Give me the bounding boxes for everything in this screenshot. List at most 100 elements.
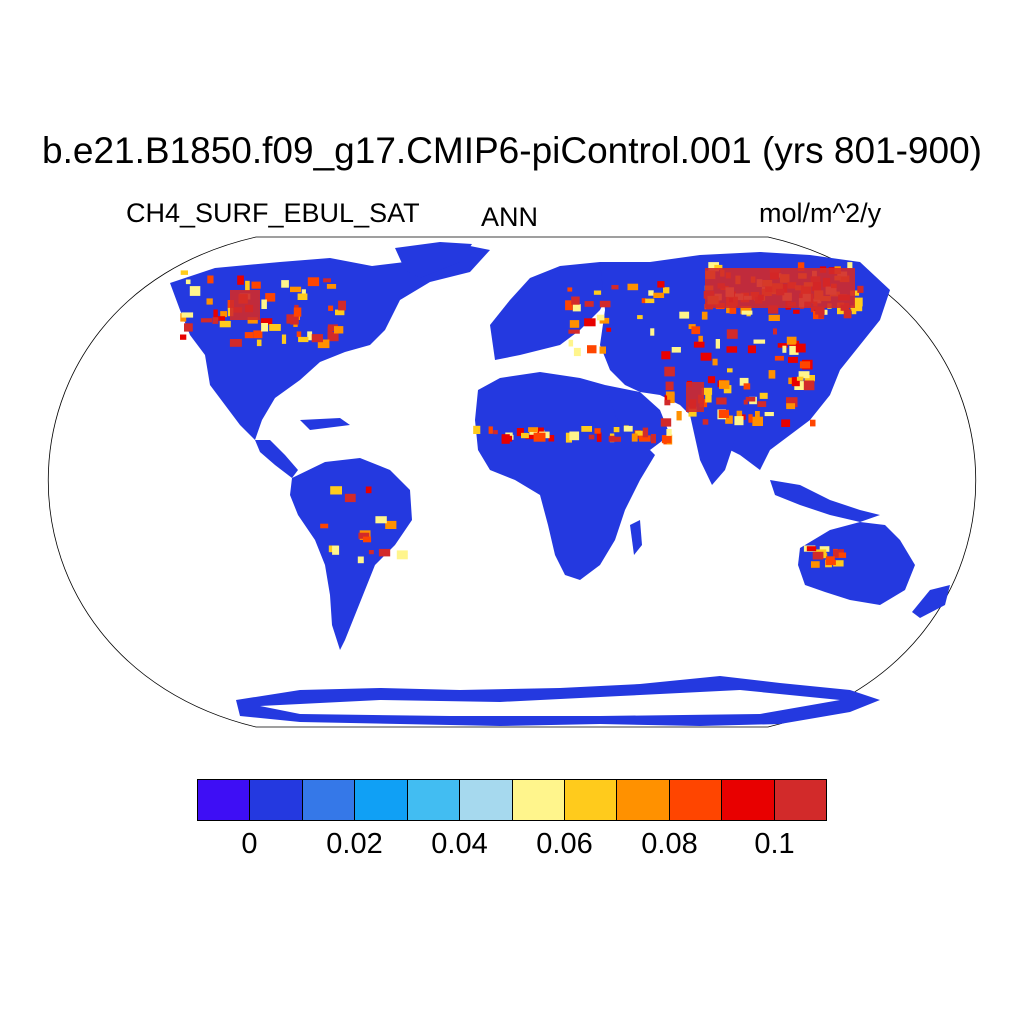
hotspot-cell (799, 361, 811, 369)
hotspot-cell (663, 287, 670, 294)
colorbar-tick-label: 0.06 (536, 828, 593, 860)
hotspot-cell (811, 561, 820, 568)
hotspot-cell (521, 432, 529, 439)
hotspot-cell (493, 430, 498, 435)
hotspot-cell (743, 399, 748, 405)
hotspot-cell (571, 296, 580, 305)
hotspot-cell (569, 431, 580, 441)
hotspot-cell (328, 305, 334, 311)
hotspot-cell (588, 434, 595, 440)
europe (490, 262, 620, 360)
hotspot-cell (729, 303, 737, 314)
hotspot-cell (535, 427, 544, 436)
hotspot-cell (819, 546, 830, 552)
hotspot-cell (251, 281, 261, 289)
hotspot-cell (702, 419, 709, 425)
hotspot-cell (396, 550, 408, 560)
hotspot-cell (736, 410, 743, 421)
hotspot-cell (851, 309, 857, 315)
colorbar-box (669, 780, 723, 820)
hotspot-cell (610, 436, 621, 442)
hotspot-cell (599, 346, 606, 354)
hotspot-cell (797, 262, 805, 271)
hotspot-cell (180, 270, 188, 275)
hotspot-cell (734, 416, 744, 426)
hotspot-cell (608, 435, 616, 442)
hotspot-cell (596, 432, 602, 442)
hotspot-cell (327, 331, 339, 342)
colorbar-box (355, 780, 408, 820)
hotspot-cell (245, 280, 250, 291)
hotspot-cell (613, 427, 620, 433)
hotspot-cell (818, 308, 825, 319)
hotspot-cell (665, 381, 674, 391)
hotspot-cell (335, 309, 345, 316)
hotspot-cell (825, 556, 835, 563)
hotspot-layer (180, 262, 864, 568)
hotspot-cell (525, 434, 537, 440)
hotspot-block (705, 268, 855, 308)
hotspot-cell (606, 327, 612, 332)
hotspot-cell (822, 309, 828, 315)
hotspot-cell (594, 428, 601, 434)
hotspot-cell (789, 345, 799, 355)
hotspot-cell (774, 355, 784, 361)
hotspot-cell (700, 352, 712, 361)
hotspot-cell (581, 426, 592, 432)
colorbar-box (407, 780, 461, 820)
hotspot-cell (253, 330, 263, 339)
hotspot-cell (611, 285, 619, 290)
hotspot-cell (707, 376, 716, 384)
hotspot-cell (793, 309, 800, 314)
hotspot-cell (739, 377, 749, 386)
hotspot-cell (650, 328, 655, 336)
hotspot-cell (661, 351, 671, 360)
hotspot-cell (719, 380, 730, 389)
hotspot-cell (777, 343, 788, 348)
hotspot-cell (665, 391, 675, 396)
hotspot-cell (294, 304, 299, 310)
hotspot-cell (327, 324, 338, 331)
hotspot-cell (843, 309, 852, 319)
hotspot-cell (661, 435, 672, 444)
hotspot-cell (358, 532, 370, 539)
hotspot-cell (671, 347, 681, 353)
hotspot-cell (847, 262, 853, 269)
hotspot-cell (798, 371, 810, 379)
hotspot-cell (181, 312, 194, 318)
hotspot-cell (261, 299, 267, 309)
hotspot-cell (296, 331, 302, 337)
hotspot-cell (385, 520, 397, 529)
india (690, 415, 735, 485)
south-america (290, 458, 412, 650)
hotspot-cell (635, 430, 646, 436)
hotspot-cell (755, 411, 760, 421)
hotspot-cell (714, 264, 723, 270)
hotspot-cell (599, 317, 610, 324)
hotspot-cell (857, 285, 864, 293)
hotspot-cell (623, 425, 633, 432)
greenland (395, 242, 472, 278)
hotspot-cell (378, 548, 391, 557)
hotspot-cell (803, 380, 815, 391)
hotspot-cell (567, 287, 573, 292)
hotspot-cell (723, 385, 732, 394)
hotspot-cell (764, 412, 774, 417)
colorbar-box (722, 780, 775, 820)
hotspot-cell (667, 393, 675, 404)
hotspot-block (230, 290, 260, 320)
hotspot-cell (260, 318, 273, 325)
hotspot-cell (330, 486, 342, 495)
hotspot-cell (806, 546, 817, 552)
southeast-asia-islands (770, 480, 880, 522)
hotspot-cell (265, 293, 276, 302)
hotspot-cell (701, 311, 708, 320)
hotspot-cell (334, 326, 344, 334)
hotspot-cell (747, 345, 756, 354)
hotspot-cell (642, 427, 649, 438)
hotspot-cell (716, 397, 727, 405)
map-title: b.e21.B1850.f09_g17.CMIP6-piControl.001 … (42, 130, 982, 171)
hotspot-cell (645, 298, 655, 304)
hotspot-cell (219, 320, 231, 328)
